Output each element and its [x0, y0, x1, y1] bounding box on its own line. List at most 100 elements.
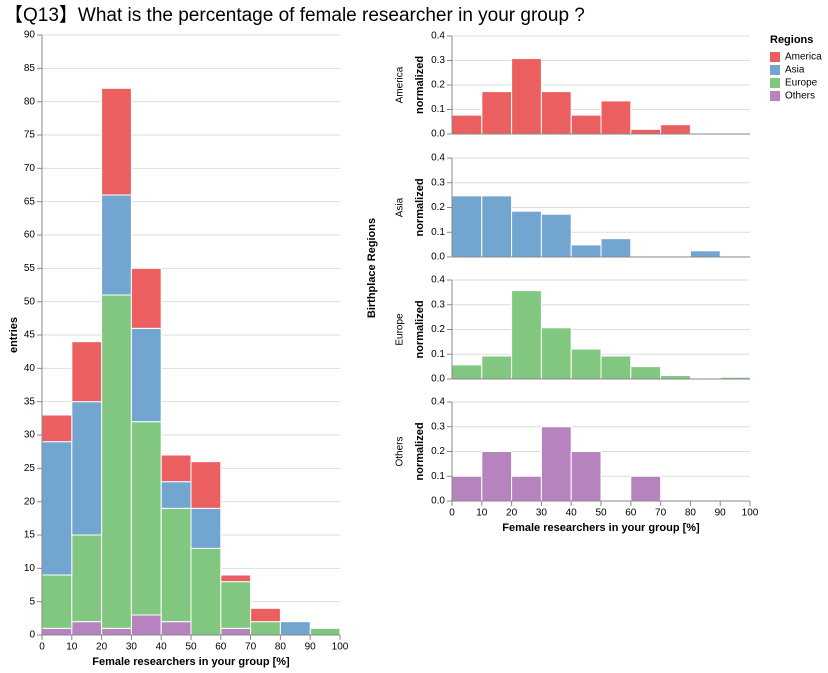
bar: [190, 461, 222, 509]
page-title: 【Q13】What is the percentage of female re…: [4, 4, 585, 26]
y-tick-label: 0.1: [431, 471, 445, 482]
bar: [600, 100, 632, 135]
x-tick-label: 40: [566, 508, 578, 519]
y-tick-label: 0.3: [431, 299, 445, 310]
bar: [220, 627, 252, 636]
y-tick-label: 0.0: [431, 252, 445, 263]
bar: [309, 627, 341, 636]
y-tick-label: 0.1: [431, 227, 445, 238]
bar: [600, 355, 632, 380]
x-tick-label: 90: [305, 642, 317, 653]
bar: [540, 426, 572, 502]
y-axis-label: normalized: [414, 178, 426, 236]
x-tick-label: 50: [595, 508, 607, 519]
bar: [71, 401, 103, 536]
y-axis-label: normalized: [414, 56, 426, 114]
y-tick-label: 0.0: [431, 129, 445, 140]
bar: [160, 621, 192, 636]
y-tick-label: 5: [29, 596, 35, 607]
y-tick-label: 0.4: [431, 31, 445, 42]
bar: [160, 454, 192, 483]
bar: [540, 91, 572, 135]
x-tick-label: 50: [185, 642, 197, 653]
bar: [130, 267, 162, 329]
bar: [220, 581, 252, 629]
bar: [570, 114, 602, 135]
y-tick-label: 40: [24, 363, 36, 374]
bar: [570, 348, 602, 380]
bar: [41, 441, 73, 576]
bar: [540, 213, 572, 258]
x-axis-label: Female researchers in your group [%]: [502, 522, 700, 534]
y-tick-label: 0.4: [431, 153, 445, 164]
bar: [630, 128, 662, 135]
bar: [250, 607, 281, 623]
legend-swatch: [770, 52, 780, 62]
x-tick-label: 100: [742, 508, 759, 519]
y-tick-label: 25: [24, 463, 36, 474]
bar: [71, 534, 103, 623]
x-tick-label: 80: [685, 508, 697, 519]
y-tick-label: 20: [24, 496, 36, 507]
x-tick-label: 40: [156, 642, 168, 653]
bar: [71, 621, 103, 636]
x-tick-label: 30: [536, 508, 548, 519]
legend-label: Asia: [785, 65, 805, 76]
y-tick-label: 0.0: [431, 374, 445, 385]
row-title: Birthplace Regions: [366, 218, 378, 318]
bar: [689, 250, 721, 258]
y-axis-label: normalized: [414, 422, 426, 480]
bar: [600, 238, 632, 258]
y-tick-label: 15: [24, 530, 36, 541]
bar: [451, 195, 483, 258]
y-tick-label: 60: [24, 230, 36, 241]
bar: [451, 364, 483, 380]
y-tick-label: 0.4: [431, 275, 445, 286]
bar: [451, 114, 483, 135]
bar: [101, 87, 132, 196]
y-tick-label: 0.2: [431, 446, 445, 457]
y-tick-label: 45: [24, 330, 36, 341]
y-tick-label: 0.3: [431, 55, 445, 66]
bar: [511, 58, 542, 135]
bar: [511, 210, 542, 258]
x-tick-label: 60: [625, 508, 637, 519]
y-tick-label: 0.2: [431, 324, 445, 335]
x-tick-label: 80: [275, 642, 287, 653]
bar: [481, 451, 513, 502]
bar: [71, 341, 103, 403]
y-tick-label: 55: [24, 263, 36, 274]
y-tick-label: 80: [24, 96, 36, 107]
bar: [101, 627, 132, 636]
x-tick-label: 60: [215, 642, 227, 653]
bar: [630, 475, 662, 502]
bar: [660, 124, 691, 135]
x-tick-label: 30: [126, 642, 138, 653]
y-tick-label: 0.3: [431, 421, 445, 432]
bar: [130, 614, 162, 636]
bar: [250, 621, 281, 636]
legend-label: Others: [785, 91, 815, 102]
y-tick-label: 90: [24, 30, 36, 41]
bar: [220, 574, 252, 583]
y-tick-label: 35: [24, 396, 36, 407]
y-tick-label: 70: [24, 163, 36, 174]
facet-label: Others: [395, 436, 406, 466]
bar: [41, 414, 73, 443]
legend-swatch: [770, 65, 780, 75]
bar: [160, 507, 192, 623]
bar: [630, 366, 662, 380]
bar: [570, 244, 602, 258]
legend-title: Regions: [770, 34, 813, 46]
x-tick-label: 20: [96, 642, 108, 653]
y-tick-label: 85: [24, 63, 36, 74]
bar: [41, 574, 73, 629]
bar: [481, 195, 513, 258]
bar: [511, 475, 542, 502]
x-tick-label: 0: [39, 642, 45, 653]
facet-label: America: [395, 66, 406, 103]
y-axis-label: entries: [8, 317, 20, 353]
y-tick-label: 0.4: [431, 397, 445, 408]
facet-label: Europe: [395, 313, 406, 346]
